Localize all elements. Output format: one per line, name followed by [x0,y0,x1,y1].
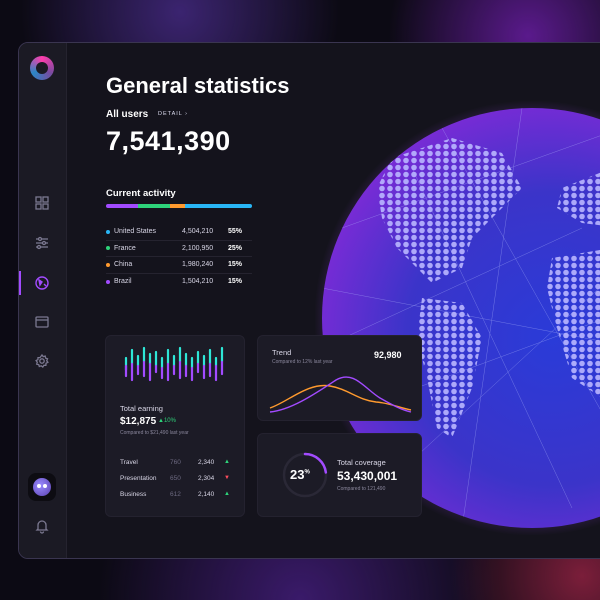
total-coverage-value: 53,430,001 [337,469,398,483]
earning-category: Travel [120,458,138,466]
sliders-icon[interactable] [33,234,51,252]
country-percent: 15% [228,261,243,269]
globe-map [322,108,600,528]
page-title: General statistics [106,73,290,98]
earning-value: 2,340 [198,458,215,466]
earning-previous: 612 [170,490,181,498]
total-coverage-compare: Compared to 121,490 [337,486,386,492]
activity-bar [106,204,252,208]
earning-category: Business [120,490,147,498]
trend-card[interactable]: Trend Compared to 12% last year 92,980 [257,335,422,421]
table-row[interactable]: United States 4,504,210 55% [106,224,252,241]
total-earning-title: Total earning [120,404,163,413]
settings-icon[interactable] [33,352,51,370]
country-table: United States 4,504,210 55% France 2,100… [106,224,252,290]
earning-category: Presentation [120,474,157,482]
total-earning-value: $12,875 [120,416,157,427]
earning-value: 2,140 [198,490,215,498]
legend-dot [106,262,110,267]
all-users-label: All users [106,109,149,120]
total-coverage-title: Total coverage [337,458,386,467]
country-count: 2,100,950 [182,244,214,252]
country-percent: 15% [228,278,243,286]
country-percent: 55% [228,228,243,236]
arrow-down-icon: ▼ [224,475,230,481]
arrow-up-icon: ▲ [224,491,230,497]
bell-icon[interactable] [33,517,51,535]
table-row[interactable]: Presentation 650 2,304 ▼ [120,470,232,486]
table-row[interactable]: France 2,100,950 25% [106,241,252,257]
country-name: Brazil [114,278,132,286]
country-name: United States [114,228,157,236]
earning-value: 2,304 [198,474,215,482]
legend-dot [106,246,110,251]
table-row[interactable]: Brazil 1,504,210 15% [106,274,252,291]
coverage-ring [282,452,328,498]
country-count: 1,980,240 [182,261,214,269]
avatar-image [33,478,51,496]
active-nav-indicator [19,271,21,295]
earning-table: Travel 760 2,340 ▲ Presentation 650 2,30… [120,454,232,502]
globe-icon[interactable] [33,274,51,292]
earning-previous: 650 [170,474,181,482]
coverage-percent: 23% [290,467,310,482]
country-percent: 25% [228,244,243,252]
country-count: 1,504,210 [182,278,214,286]
activity-bar-segment [138,204,171,208]
total-earning-card[interactable]: Total earning $12,875 ▲10% Compared to $… [105,335,245,517]
activity-bar-segment [184,204,252,208]
trend-value: 92,980 [374,350,402,360]
app-logo[interactable] [30,56,54,80]
all-users-value: 7,541,390 [106,126,231,156]
arrow-up-icon: ▲ [224,459,230,465]
avatar[interactable] [28,473,56,501]
activity-bar-segment [106,204,139,208]
earning-previous: 760 [170,458,181,466]
card-icon[interactable] [33,313,51,331]
table-row[interactable]: Travel 760 2,340 ▲ [120,454,232,470]
trend-compare: Compared to 12% last year [272,359,333,365]
activity-bar-segment [170,204,185,208]
sidebar [19,43,67,558]
total-earning-change: ▲10% [158,418,176,424]
country-name: France [114,244,136,252]
dashboard-icon[interactable] [33,194,51,212]
coverage-ring-progress [282,452,328,498]
trend-title: Trend [272,348,292,357]
trend-line-chart [269,376,412,413]
detail-link[interactable]: DETAIL › [158,111,189,117]
trend-series-line [269,376,412,413]
total-earning-compare: Compared to $21,490 last year [120,430,189,436]
country-count: 4,504,210 [182,228,214,236]
country-name: China [114,261,133,269]
legend-dot [106,229,110,234]
table-row[interactable]: China 1,980,240 15% [106,257,252,274]
earning-bar-chart [124,346,224,382]
table-row[interactable]: Business 612 2,140 ▲ [120,486,232,502]
coverage-percent-value: 23 [290,467,305,482]
total-coverage-card[interactable]: 23% Total coverage 53,430,001 Compared t… [257,433,422,517]
current-activity-label: Current activity [106,188,176,199]
coverage-percent-sign: % [304,469,310,476]
dashboard-window: General statistics All users DETAIL › 7,… [18,42,600,559]
legend-dot [106,279,110,284]
